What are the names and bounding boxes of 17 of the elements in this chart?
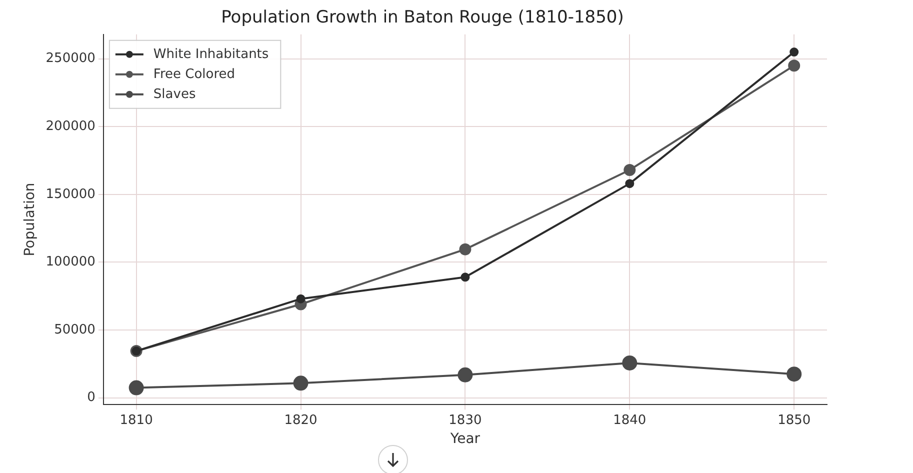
y-tick-label: 200000 xyxy=(46,118,96,134)
x-axis-title: Year xyxy=(449,431,480,448)
x-tick-label: 1820 xyxy=(284,412,318,428)
x-tick-label: 1840 xyxy=(613,412,646,428)
y-tick-label: 50000 xyxy=(54,322,96,338)
x-tick-label: 1830 xyxy=(448,412,482,428)
legend-label: Slaves xyxy=(153,86,196,102)
x-tick-label: 1810 xyxy=(120,412,153,428)
y-tick-label: 100000 xyxy=(46,254,96,270)
x-tick-label: 1850 xyxy=(778,412,811,428)
legend-label: Free Colored xyxy=(153,66,236,82)
y-tick-label: 150000 xyxy=(46,186,96,202)
chart-title: Population Growth in Baton Rouge (1810-1850) xyxy=(221,8,624,28)
legend-label: White Inhabitants xyxy=(153,46,269,62)
y-tick-label: 250000 xyxy=(46,51,96,66)
y-tick-label: 0 xyxy=(87,390,96,406)
y-axis-title: Population xyxy=(22,182,38,256)
